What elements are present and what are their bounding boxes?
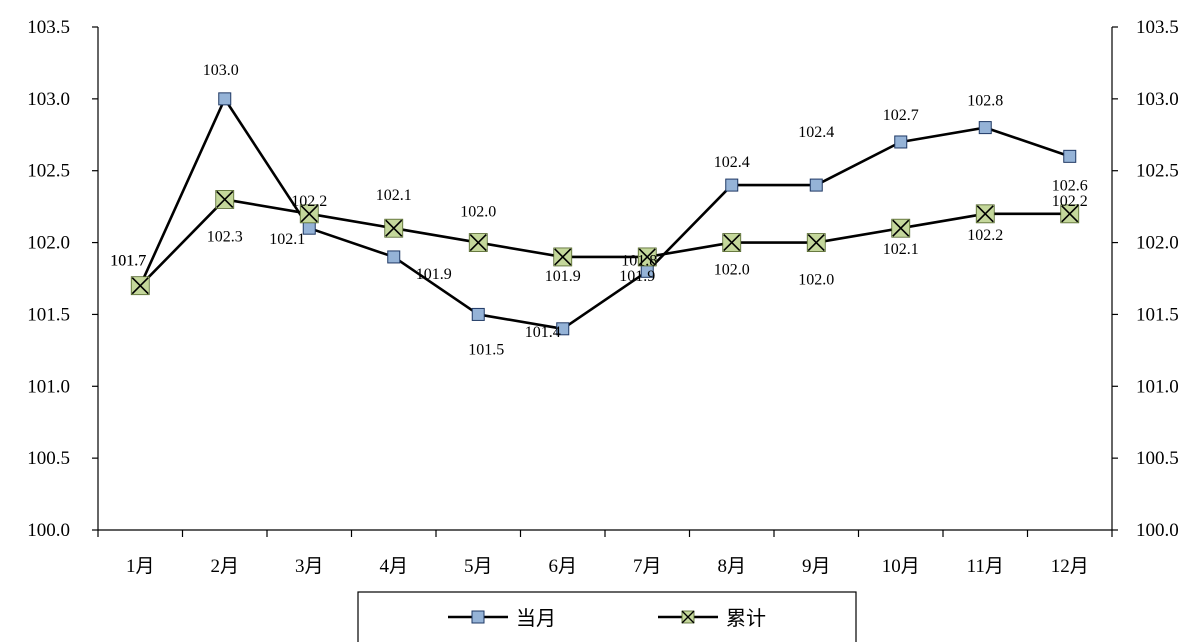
point-cumulative-x (723, 234, 741, 252)
y2-tick-label: 100.5 (1136, 448, 1179, 469)
point-cumulative-x (807, 234, 825, 252)
point-cumulative (215, 190, 235, 209)
point-cumulative (891, 218, 911, 238)
y2-tick-label: 101.0 (1136, 376, 1179, 397)
data-label-cumulative: 102.1 (376, 187, 412, 204)
series-line-0 (139, 97, 1071, 331)
point-monthly (218, 92, 232, 106)
point-monthly (978, 121, 992, 135)
data-label-monthly: 102.4 (798, 124, 834, 141)
point-cumulative (553, 247, 573, 267)
data-label-cumulative: 102.0 (460, 204, 496, 221)
point-cumulative (975, 204, 995, 224)
data-label-monthly: 101.4 (525, 324, 561, 341)
y-tick-label: 101.0 (27, 376, 70, 397)
data-label-cumulative: 102.3 (207, 228, 243, 245)
point-cumulative-x (1061, 205, 1079, 223)
y-tick-label: 103.0 (27, 89, 70, 110)
data-labels: 101.7 103.0 102.1 101.9 101.5 101.4 101.8 102.4… (110, 62, 1088, 359)
x-tick-label: 2月 (210, 556, 239, 577)
data-label-cumulative: 102.2 (967, 227, 1003, 244)
y-tick-label: 100.5 (27, 448, 70, 469)
y2-tick-label: 103.5 (1136, 17, 1179, 38)
y-tick-label: 102.5 (27, 161, 70, 182)
x-tick-label: 10月 (882, 556, 920, 577)
point-cumulative-x (554, 248, 572, 266)
data-label-monthly: 102.8 (967, 93, 1003, 110)
legend-marker-cumulative (681, 610, 695, 624)
point-monthly (556, 322, 570, 336)
data-label-cumulative: 101.7 (110, 253, 146, 270)
point-monthly (809, 178, 823, 192)
data-label-cumulative: 101.9 (545, 268, 581, 285)
y2-tick-label: 100.0 (1136, 520, 1179, 541)
point-monthly (471, 307, 485, 321)
x-tick-label: 5月 (464, 556, 493, 577)
data-label-monthly: 101.9 (416, 266, 452, 283)
point-cumulative-x (131, 277, 149, 295)
series-lines (139, 97, 1071, 331)
data-label-cumulative: 101.9 (619, 268, 655, 285)
data-label-cumulative: 102.2 (291, 193, 327, 210)
point-cumulative-x (976, 205, 994, 223)
y-tick-label: 103.5 (27, 17, 70, 38)
data-label-monthly: 102.7 (883, 107, 919, 124)
data-label-monthly: 103.0 (203, 62, 239, 79)
data-label-cumulative: 102.1 (883, 241, 919, 258)
point-cumulative (384, 218, 404, 238)
legend-label-cumulative: 累计 (726, 606, 766, 630)
data-label-monthly: 101.5 (468, 341, 504, 358)
point-cumulative (637, 247, 657, 267)
x-tick-label: 1月 (126, 556, 155, 577)
y2-tick-label: 102.5 (1136, 161, 1179, 182)
x-tick-label: 6月 (548, 556, 577, 577)
legend-marker-monthly (471, 610, 485, 624)
y2-tick-label: 102.0 (1136, 233, 1179, 254)
point-cumulative-x (300, 205, 318, 223)
y-tick-label: 102.0 (27, 233, 70, 254)
data-label-cumulative: 102.2 (1052, 193, 1088, 210)
point-cumulative-x (216, 190, 234, 209)
point-monthly (387, 250, 401, 264)
legend-box (357, 591, 857, 642)
x-tick-label: 8月 (717, 556, 746, 577)
legend: 当月 累计 (357, 591, 857, 642)
data-label-monthly: 102.4 (714, 154, 750, 171)
data-label-monthly: 101.8 (621, 252, 657, 269)
point-cumulative (1060, 204, 1080, 224)
y2-tick-label: 101.5 (1136, 304, 1179, 325)
point-cumulative-x (469, 234, 487, 252)
point-cumulative-x (638, 248, 656, 266)
x-tick-label: 12月 (1051, 556, 1089, 577)
x-tick-label: 3月 (295, 556, 324, 577)
y-tick-label: 101.5 (27, 304, 70, 325)
legend-label-monthly: 当月 (516, 606, 556, 630)
point-cumulative (468, 233, 488, 252)
point-cumulative (806, 233, 826, 252)
point-cumulative-x (385, 219, 403, 237)
data-label-monthly: 102.6 (1052, 177, 1088, 194)
point-monthly (1063, 149, 1077, 163)
x-tick-label: 11月 (967, 556, 1004, 577)
point-monthly (725, 178, 739, 192)
data-label-monthly: 102.1 (269, 231, 305, 248)
x-tick-label: 7月 (633, 556, 662, 577)
data-label-cumulative: 102.0 (714, 262, 750, 279)
point-cumulative-x (892, 219, 910, 237)
y-tick-label: 100.0 (27, 520, 70, 541)
series-markers (130, 92, 1080, 336)
data-label-cumulative: 102.0 (798, 272, 834, 289)
axes: 100.0 100.5 101.0 101.5 102.0 102.5 103.0 103.5… (27, 17, 1179, 577)
point-cumulative (299, 204, 319, 224)
x-tick-label: 9月 (802, 556, 831, 577)
point-monthly (894, 135, 908, 149)
series-line-1 (139, 198, 1070, 287)
point-cumulative (722, 233, 742, 252)
data-label-monthly: 101.7 (110, 253, 146, 270)
y2-tick-label: 103.0 (1136, 89, 1179, 110)
x-tick-label: 4月 (379, 556, 408, 577)
point-cumulative (130, 276, 150, 296)
